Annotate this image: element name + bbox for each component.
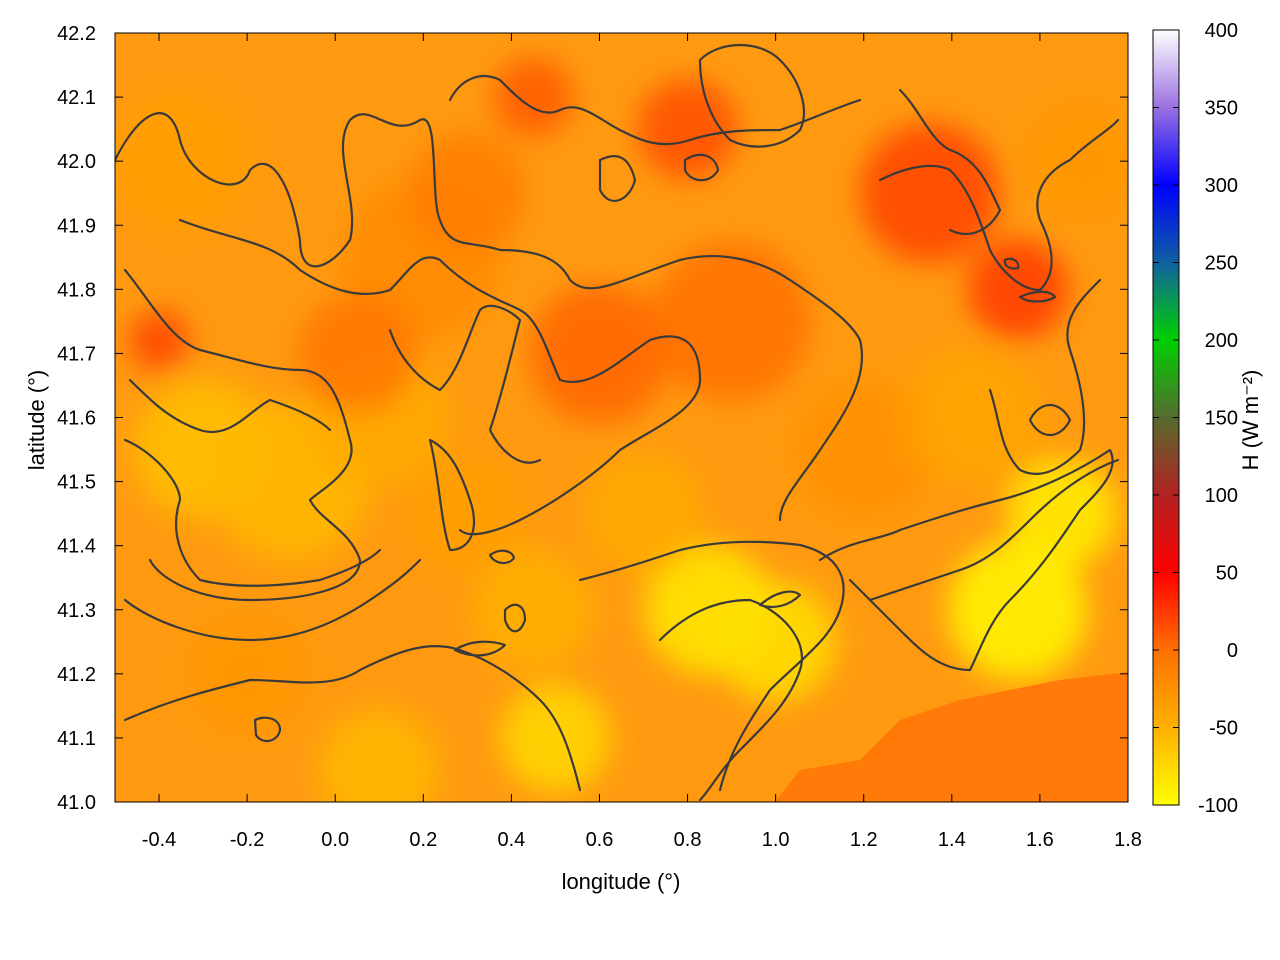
heat-spot bbox=[583, 453, 704, 574]
contour-line bbox=[598, 154, 637, 202]
contour-line bbox=[658, 598, 803, 802]
contour-line bbox=[1018, 290, 1057, 303]
heat-spot bbox=[1006, 458, 1117, 569]
x-tick-label: 0.2 bbox=[409, 829, 437, 851]
colorbar-tick-label: 150 bbox=[1205, 408, 1238, 430]
y-tick-label: 41.8 bbox=[57, 279, 96, 301]
y-tick-label: 42.0 bbox=[57, 151, 96, 173]
heatmap-blobs bbox=[115, 57, 1128, 802]
contour-line bbox=[868, 458, 1120, 602]
contour-line bbox=[758, 590, 802, 609]
contour-line bbox=[128, 378, 332, 433]
contour-line bbox=[115, 112, 863, 522]
lowland-region bbox=[775, 672, 1128, 802]
colorbar-tick-label: -50 bbox=[1209, 718, 1238, 740]
heat-spot bbox=[651, 241, 812, 402]
contour-lines bbox=[115, 43, 1120, 802]
x-tick-label: 1.4 bbox=[938, 829, 966, 851]
colorbar-tick-label: 100 bbox=[1205, 485, 1238, 507]
contour-line bbox=[698, 43, 805, 148]
y-tick-label: 42.1 bbox=[57, 87, 96, 109]
x-tick-label: -0.4 bbox=[142, 829, 176, 851]
y-axis-title: latitude (°) bbox=[24, 370, 49, 471]
colorbar-ticks: -100 -50 0 50 100 150 200 250 300 350 400 bbox=[1153, 20, 1238, 817]
y-tick-label: 41.6 bbox=[57, 408, 96, 430]
heat-spot bbox=[500, 682, 611, 793]
y-tick-label: 42.2 bbox=[57, 23, 96, 45]
contour-line bbox=[448, 75, 862, 146]
heat-spot bbox=[319, 709, 440, 802]
heat-spot bbox=[859, 123, 1000, 264]
contour-line bbox=[488, 549, 516, 565]
x-tick-label: 1.2 bbox=[850, 829, 878, 851]
heat-spot bbox=[947, 539, 1088, 680]
x-tick-label: 1.8 bbox=[1114, 829, 1142, 851]
heat-spot bbox=[297, 293, 418, 414]
colorbar-tick-label: 200 bbox=[1205, 330, 1238, 352]
x-tick-label: 0.4 bbox=[497, 829, 525, 851]
contour-line bbox=[123, 268, 362, 602]
contour-line bbox=[123, 644, 582, 792]
y-tick-label: 41.0 bbox=[57, 792, 96, 814]
y-tick-label: 41.1 bbox=[57, 728, 96, 750]
heat-spot bbox=[715, 581, 836, 702]
contour-line bbox=[453, 640, 507, 657]
colorbar-tick-label: 300 bbox=[1205, 175, 1238, 197]
heat-spot bbox=[407, 133, 528, 254]
contour-line bbox=[898, 88, 1002, 235]
colorbar-tick-label: 0 bbox=[1227, 640, 1238, 662]
contour-line bbox=[683, 153, 720, 182]
y-axis-ticks: 41.0 41.1 41.2 41.3 41.4 41.5 41.6 41.7 41.8 41.9… bbox=[57, 23, 1128, 814]
heat-spot bbox=[493, 57, 574, 138]
contour-line bbox=[988, 278, 1102, 475]
y-tick-label: 41.2 bbox=[57, 664, 96, 686]
heat-spot bbox=[793, 379, 934, 520]
contour-line bbox=[1028, 404, 1072, 436]
y-tick-label: 41.9 bbox=[57, 215, 96, 237]
contour-line bbox=[578, 540, 845, 792]
x-tick-label: 0.6 bbox=[586, 829, 614, 851]
heat-spot bbox=[129, 310, 190, 371]
contour-line bbox=[428, 438, 475, 552]
heat-spot bbox=[115, 91, 252, 232]
heat-spot bbox=[187, 613, 308, 734]
heat-spot bbox=[1023, 101, 1128, 222]
contour-line bbox=[253, 716, 282, 743]
colorbar-tick-label: 400 bbox=[1205, 20, 1238, 42]
contour-line bbox=[878, 118, 1120, 292]
y-tick-label: 41.3 bbox=[57, 600, 96, 622]
contour-line bbox=[818, 448, 1114, 672]
contour-line bbox=[503, 603, 527, 633]
heat-spot bbox=[473, 549, 594, 670]
heatmap-field bbox=[115, 33, 1128, 802]
y-tick-label: 41.4 bbox=[57, 536, 96, 558]
heat-spot bbox=[637, 79, 738, 180]
y-tick-label: 41.5 bbox=[57, 472, 96, 494]
x-axis-ticks: -0.4 -0.2 0.0 0.2 0.4 0.6 0.8 1.0 1.2 1.4 1.6 1.8 bbox=[142, 33, 1142, 851]
x-tick-label: -0.2 bbox=[230, 829, 264, 851]
x-tick-label: 0.8 bbox=[674, 829, 702, 851]
colorbar-title: H (W m⁻²) bbox=[1238, 370, 1263, 471]
heat-spot bbox=[529, 283, 670, 424]
heat-spot bbox=[903, 347, 1044, 488]
colorbar-tick-label: 50 bbox=[1216, 563, 1238, 585]
x-axis-title: longitude (°) bbox=[562, 869, 681, 894]
contour-line bbox=[178, 218, 702, 536]
contour-line bbox=[123, 558, 422, 642]
colorbar-tick-label: -100 bbox=[1198, 795, 1238, 817]
y-tick-label: 41.7 bbox=[57, 343, 96, 365]
colorbar-tick-label: 350 bbox=[1205, 98, 1238, 120]
contour-line bbox=[388, 304, 542, 464]
x-tick-label: 1.0 bbox=[762, 829, 790, 851]
contour-line bbox=[1003, 257, 1020, 270]
x-tick-label: 1.6 bbox=[1026, 829, 1054, 851]
contour-line bbox=[123, 438, 382, 587]
heat-spot bbox=[967, 239, 1068, 340]
x-tick-label: 0.0 bbox=[321, 829, 349, 851]
colorbar-tick-label: 250 bbox=[1205, 253, 1238, 275]
